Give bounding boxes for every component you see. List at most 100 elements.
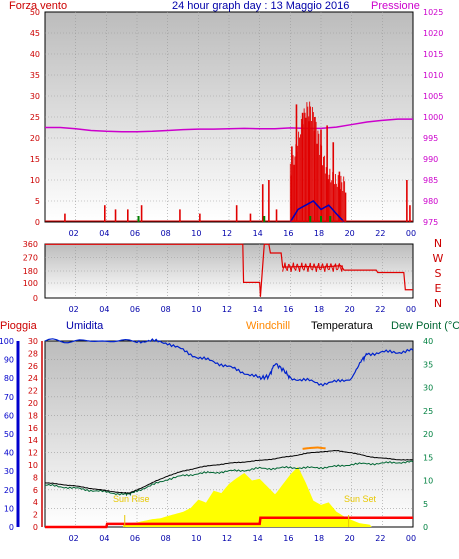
temp-tick-label: 10 [423,477,433,486]
rain-tick-label: 8 [33,473,38,482]
dewpoint-title: Dew Point (°C [391,320,459,332]
humidity-tick-label: 50 [4,430,14,439]
panel-1-y-left-tick-label: 10 [30,176,40,185]
temperature-title: Temperatura [311,320,373,332]
temp-tick-label: 0 [423,523,428,532]
rain-title: Pioggia [0,320,37,332]
wind-direction-noise [319,269,320,270]
panel-2-direction-label: W [433,252,444,265]
panel-2-x-tick-label: 18 [314,305,324,314]
panel-1-y-left-tick-label: 15 [30,155,40,164]
panel-3-x-tick-label: 10 [191,534,201,543]
temp-tick-label: 20 [423,430,433,439]
temp-tick-label: 40 [423,337,433,346]
panel-2-x-tick-label: 00 [406,305,416,314]
panel-2-direction-label: S [435,267,442,280]
rain-tick-label: 14 [28,436,38,445]
panel-1-x-tick-label: 20 [345,229,355,238]
panel-3-x-tick-label: 00 [406,534,416,543]
panel-3-x-tick-label: 12 [222,534,232,543]
wind-direction-noise [306,266,307,268]
humidity-tick-label: 10 [4,504,14,513]
temp-tick-label: 25 [423,407,433,416]
humidity-tick-label: 30 [4,467,14,476]
humidity-tick-label: 40 [4,449,14,458]
panel-1-x-tick-label: 04 [99,229,109,238]
panel-1-y-right-tick-label: 975 [423,218,438,227]
rain-tick-label: 22 [28,387,38,396]
wind-direction-noise [283,267,284,268]
panel-1-y-right-tick-label: 985 [423,176,438,185]
panel-3-x-tick-label: 16 [283,534,293,543]
panel-2-x-tick-label: 08 [161,305,171,314]
panel-2-x-tick-label: 06 [130,305,140,314]
panel-2-x-tick-label: 14 [253,305,263,314]
panel-3-x-tick-label: 14 [253,534,263,543]
humidity-tick-label: 60 [4,411,14,420]
panel-2-x-tick-label: 12 [222,305,232,314]
panel-1-x-tick-label: 00 [406,229,416,238]
humidity-tick-label: 70 [4,393,14,402]
panel-1-x-tick-label: 22 [375,229,385,238]
panel-1-y-left-tick-label: 30 [30,92,40,101]
temp-tick-label: 15 [423,453,433,462]
sunrise-label: Sun Rise [113,493,150,505]
rain-tick-label: 0 [33,523,38,532]
wind-direction-noise [292,267,293,268]
panel-2-x-tick-label: 20 [345,305,355,314]
windchill-title: Windchill [246,320,290,332]
wind-direction-noise [315,267,316,269]
wind-direction-noise [340,268,341,269]
panel-2-y-left-tick-label: 270 [23,254,38,263]
panel-2-x-tick-label: 16 [283,305,293,314]
panel-1-y-right-tick-label: 990 [423,155,438,164]
rain-tick-label: 10 [28,461,38,470]
panel-1-x-tick-label: 12 [222,229,232,238]
panel-3-x-tick-label: 04 [99,534,109,543]
wind-direction-noise [323,267,324,268]
panel-3-x-tick-label: 18 [314,534,324,543]
panel-3-x-tick-label: 06 [130,534,140,543]
wind-direction-noise [289,264,290,266]
panel-1-x-tick-label: 16 [283,229,293,238]
panel-2-direction-label: N [434,237,442,250]
wind-direction-noise [300,266,301,267]
rain-tick-label: 16 [28,424,38,433]
panel-2-x-tick-label: 10 [191,305,201,314]
rain-tick-label: 28 [28,349,38,358]
panel-3-x-tick-label: 02 [69,534,79,543]
rain-tick-label: 20 [28,399,38,408]
panel-1-y-right-tick-label: 1020 [423,29,443,38]
pressure-title: Pressione [371,0,420,12]
panel-2-y-left-tick-label: 360 [23,240,38,249]
panel-1-y-left-tick-label: 20 [30,134,40,143]
rain-tick-label: 30 [28,337,38,346]
panel-2-x-tick-label: 04 [99,305,109,314]
panel-3-x-tick-label: 20 [345,534,355,543]
panel-1-y-right-tick-label: 995 [423,134,438,143]
panel-2-y-left-tick-label: 0 [33,294,38,303]
panel-2-direction-label: E [435,282,442,295]
panel-1-x-tick-label: 10 [191,229,201,238]
panel-1-y-left-tick-label: 40 [30,50,40,59]
panel-1-y-right-tick-label: 1025 [423,8,443,17]
panel-1-x-tick-label: 18 [314,229,324,238]
humidity-tick-label: 80 [4,374,14,383]
panel-1-y-left-tick-label: 35 [30,71,40,80]
wind-direction-noise [337,269,338,270]
sunset-label: Sun Set [344,493,376,505]
panel-2-y-left-tick-label: 180 [23,267,38,276]
panel-1-y-right-tick-label: 1010 [423,71,443,80]
panel-1-y-left-tick-label: 45 [30,29,40,38]
wind-direction-noise [303,268,304,269]
panel-2-y-left-tick-label: 100 [23,279,38,288]
wind-direction-noise [286,268,287,269]
panel-2-x-tick-label: 02 [69,305,79,314]
wind-direction-noise [311,269,312,270]
panel-1-x-tick-label: 08 [161,229,171,238]
rain-tick-label: 6 [33,486,38,495]
panel-1-y-right-tick-label: 980 [423,197,438,206]
humidity-tick-label: 100 [0,337,14,346]
rain-tick-label: 18 [28,411,38,420]
